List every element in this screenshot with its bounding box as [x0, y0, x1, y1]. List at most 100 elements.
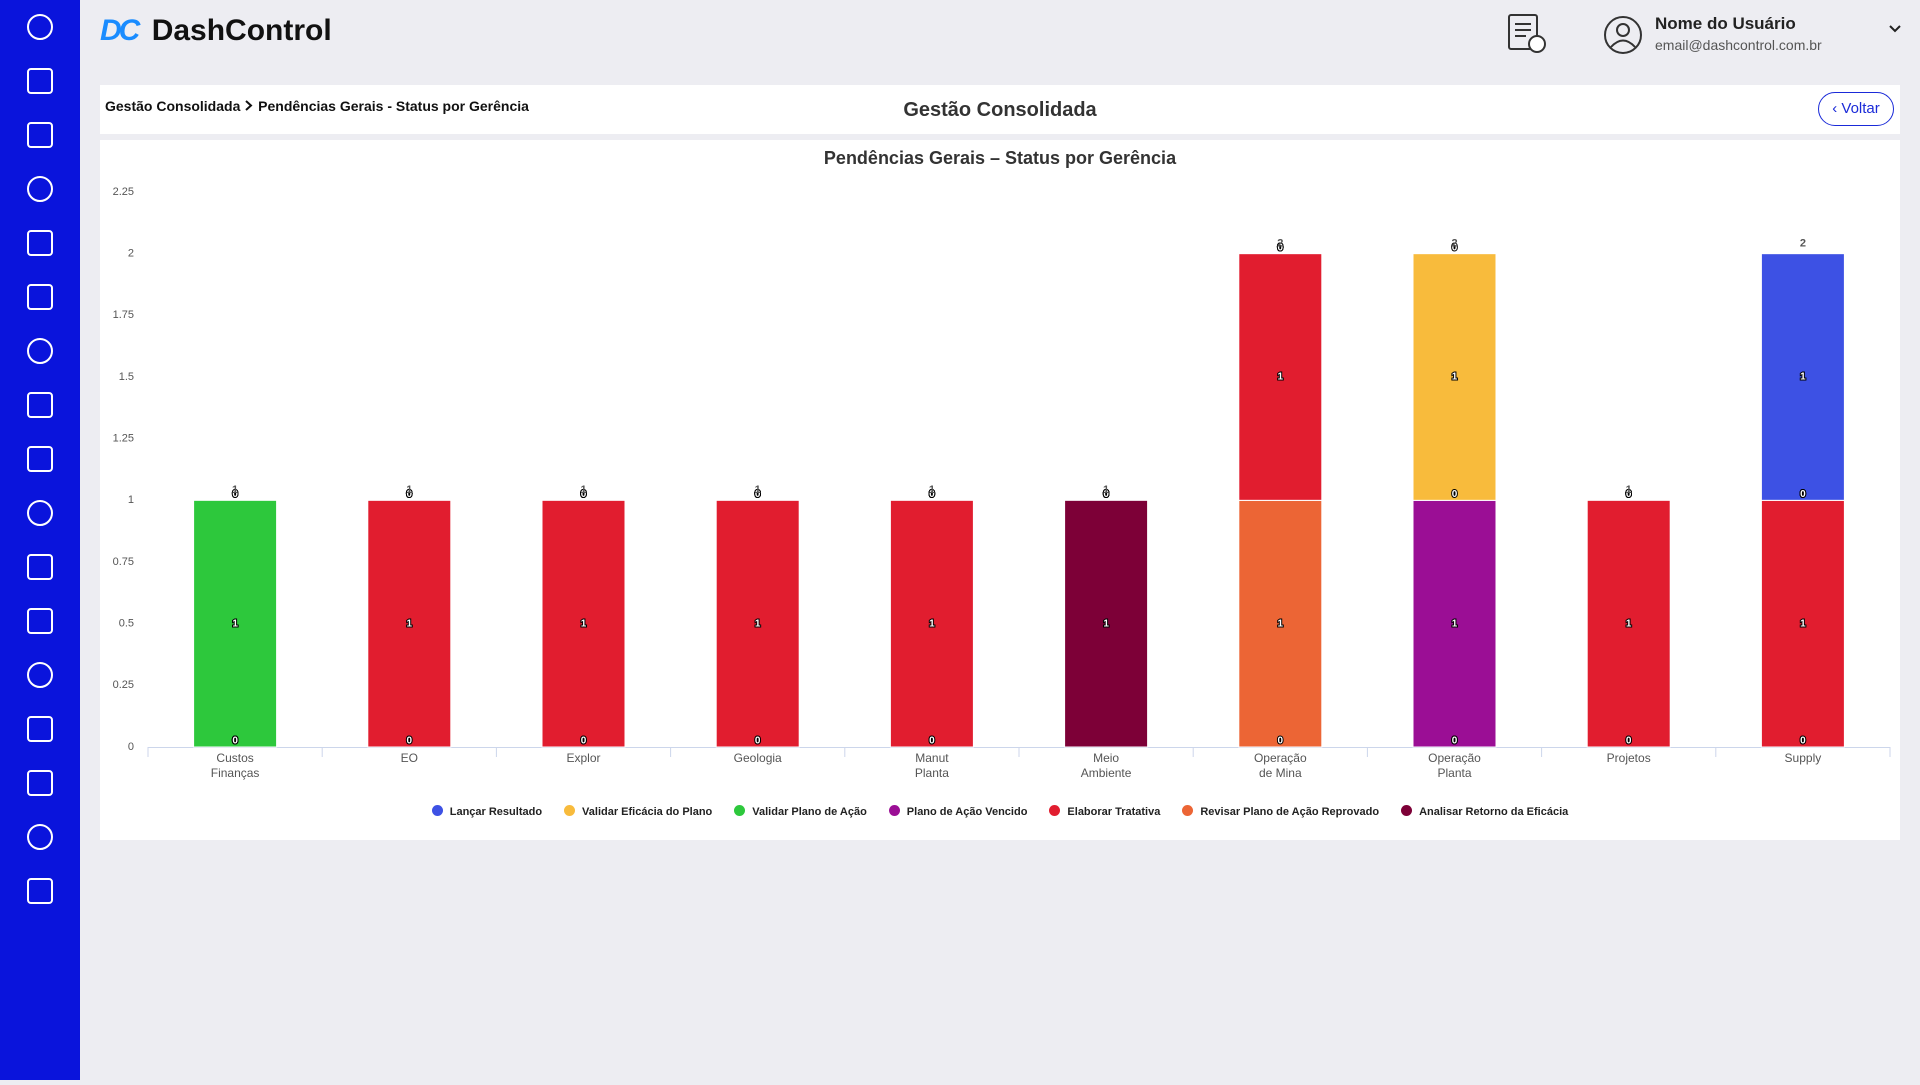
data-label: 0 [929, 736, 935, 747]
x-tick-label: Geologia [734, 751, 782, 765]
header-panel: Gestão Consolidada Pendências Gerais - S… [100, 85, 1900, 134]
x-tick-label: Operação Planta [1428, 751, 1481, 780]
logo: DC DashControl [100, 14, 332, 48]
legend-item[interactable]: Plano de Ação Vencido [888, 805, 1028, 818]
data-label: 0 [1800, 489, 1806, 500]
stack-total: 1 [232, 484, 238, 496]
nav-icon[interactable] [27, 14, 53, 40]
stack-total: 1 [929, 484, 935, 496]
data-label: 0 [1278, 242, 1284, 253]
stack-total: 1 [1626, 484, 1632, 496]
x-tick-label: Operação de Mina [1254, 751, 1307, 780]
legend-label: Plano de Ação Vencido [906, 806, 1028, 818]
logo-mark: DC [100, 14, 140, 47]
nav-icon[interactable] [27, 338, 53, 364]
data-label: 0 [581, 489, 587, 500]
data-label: 0 [1452, 736, 1458, 747]
data-label: 0 [232, 736, 238, 747]
nav-icon[interactable] [27, 716, 53, 742]
nav-icon[interactable] [27, 500, 53, 526]
stack-total: 1 [580, 484, 586, 496]
y-tick-label: 0 [128, 741, 134, 753]
x-tick-label: Meio Ambiente [1081, 751, 1132, 780]
stack-total: 1 [406, 484, 412, 496]
stack-total: 2 [1800, 238, 1806, 250]
x-tick-label: Explor [566, 751, 600, 765]
legend-swatch [1182, 805, 1194, 816]
breadcrumb-link[interactable]: Gestão Consolidada [105, 98, 241, 114]
data-label: 1 [1103, 618, 1109, 629]
nav-icon[interactable] [27, 68, 53, 94]
legend-item[interactable]: Validar Eficácia do Plano [564, 805, 712, 818]
nav-icon[interactable] [27, 122, 53, 148]
data-label: 0 [1626, 489, 1632, 500]
data-label: 1 [1800, 372, 1806, 383]
data-label: 1 [581, 618, 587, 629]
breadcrumb-current: Pendências Gerais - Status por Gerência [258, 98, 529, 114]
data-label: 0 [1103, 489, 1109, 500]
bar-segment [889, 499, 974, 748]
legend-item[interactable]: Analisar Retorno da Eficácia [1401, 805, 1568, 818]
report-icon[interactable] [1506, 12, 1548, 54]
nav-icon[interactable] [27, 446, 53, 472]
bar-segment [193, 499, 278, 748]
legend-item[interactable]: Validar Plano de Ação [734, 805, 867, 818]
data-label: 0 [232, 736, 238, 747]
data-label: 0 [1103, 489, 1109, 500]
chart: Pendências Gerais – Status por Gerência … [113, 148, 1891, 780]
nav-icon[interactable] [27, 554, 53, 580]
data-label: 1 [1278, 618, 1284, 629]
legend-swatch [888, 805, 900, 816]
legend-label: Revisar Plano de Ação Reprovado [1200, 806, 1380, 818]
user-avatar[interactable] [1602, 14, 1644, 56]
nav-icon[interactable] [27, 878, 53, 904]
nav-icon[interactable] [27, 662, 53, 688]
legend-swatch [734, 805, 746, 816]
user-name: Nome do Usuário [1655, 14, 1796, 33]
bar-segment [715, 499, 800, 748]
data-label: 0 [1278, 242, 1284, 253]
y-tick-label: 0.75 [113, 556, 134, 568]
legend-swatch [1049, 805, 1061, 816]
data-label: 0 [929, 489, 935, 500]
legend-item[interactable]: Revisar Plano de Ação Reprovado [1182, 805, 1379, 818]
data-label: 0 [1452, 242, 1458, 253]
data-label: 0 [232, 489, 238, 500]
data-label: 0 [755, 489, 761, 500]
data-label: 0 [1800, 489, 1806, 500]
data-label: 0 [1800, 736, 1806, 747]
nav-icon[interactable] [27, 770, 53, 796]
back-button[interactable]: ‹ Voltar [1818, 92, 1894, 126]
nav-icon[interactable] [27, 392, 53, 418]
data-label: 1 [1452, 618, 1458, 629]
nav-icon[interactable] [27, 608, 53, 634]
data-label: 1 [407, 618, 413, 629]
bar-segment [541, 499, 626, 748]
data-label: 0 [755, 736, 761, 747]
chart-panel: Pendências Gerais – Status por Gerência … [100, 140, 1900, 840]
nav-icon[interactable] [27, 230, 53, 256]
data-label: 0 [1452, 489, 1458, 500]
y-tick-label: 0.5 [119, 618, 134, 630]
data-label: 0 [407, 736, 413, 747]
nav-icon[interactable] [27, 284, 53, 310]
sidebar-icons [27, 14, 53, 904]
user-dropdown[interactable] [1888, 22, 1902, 36]
stack-total: 1 [1103, 484, 1109, 496]
data-label: 0 [1626, 489, 1632, 500]
data-label: 1 [929, 618, 935, 629]
legend-label: Lançar Resultado [449, 806, 543, 818]
data-label: 0 [1626, 736, 1632, 747]
legend: Lançar Resultado Validar Eficácia do Plan… [100, 805, 1900, 818]
legend-item[interactable]: Lançar Resultado [431, 805, 543, 818]
data-label: 0 [1103, 489, 1109, 500]
data-label: 0 [232, 489, 238, 500]
x-tick-label: Custos Finanças [211, 751, 260, 780]
nav-icon[interactable] [27, 824, 53, 850]
back-button-label[interactable]: Voltar [1841, 100, 1880, 117]
legend-item[interactable]: Elaborar Tratativa [1049, 805, 1160, 818]
y-tick-label: 1.25 [113, 433, 134, 445]
nav-icon[interactable] [27, 176, 53, 202]
data-label: 0 [1278, 242, 1284, 253]
